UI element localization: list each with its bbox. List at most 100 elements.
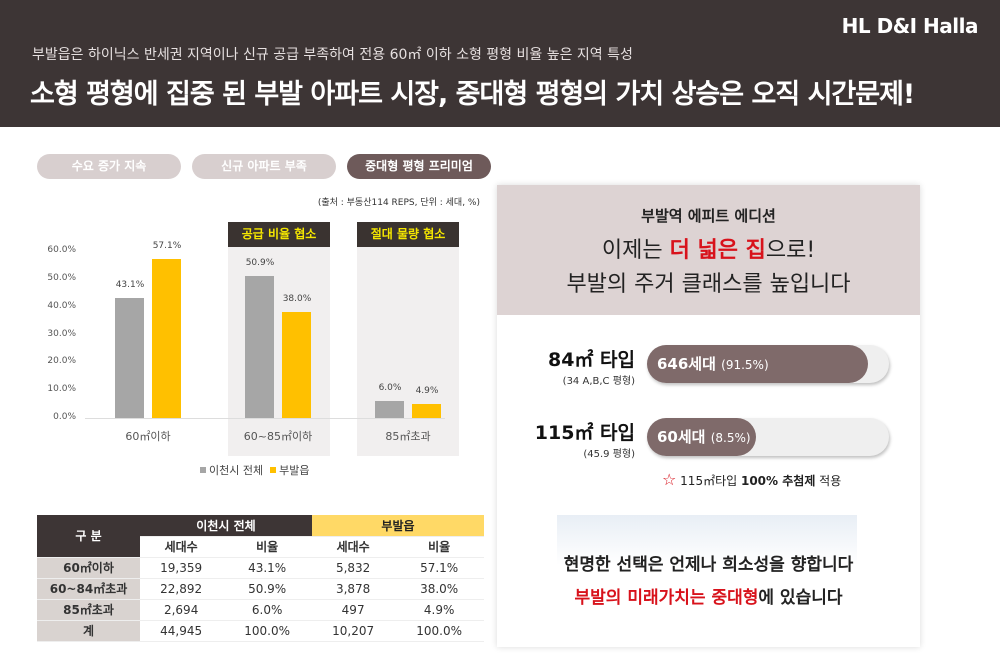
highlight-column bbox=[228, 246, 330, 456]
type-sub: (45.9 평형) bbox=[583, 449, 635, 460]
share-bar-115: 60세대 (8.5%) bbox=[647, 418, 889, 456]
pill-demand: 수요 증가 지속 bbox=[37, 154, 181, 179]
value-label: 38.0% bbox=[282, 294, 312, 305]
table-row: 60㎡이하 19,359 43.1% 5,832 57.1% bbox=[37, 557, 484, 579]
pill-premium: 중대형 평형 프리미엄 bbox=[347, 154, 491, 179]
percent: (8.5%) bbox=[710, 431, 751, 445]
pill-supply: 신규 아파트 부족 bbox=[192, 154, 336, 179]
legend-label: 이천시 전체 bbox=[209, 464, 264, 477]
panel-project-name: 부발역 에피트 에디션 bbox=[641, 207, 776, 225]
y-tick-label: 0.0% bbox=[53, 412, 76, 422]
value-label: 4.9% bbox=[415, 386, 439, 397]
panel-headline-2: 부발의 주거 클래스를 높입니다 bbox=[566, 272, 851, 297]
brand-logo: HL D&I Halla bbox=[841, 14, 979, 38]
table-cell: 43.1% bbox=[222, 557, 312, 579]
annotation-tag: 공급 비율 협소 bbox=[228, 222, 330, 247]
row-label: 계 bbox=[37, 620, 140, 642]
bar-bubal bbox=[282, 312, 311, 418]
x-tick-label: 60~85㎡이하 bbox=[243, 430, 313, 443]
legend-label: 부발읍 bbox=[279, 464, 310, 477]
count: 60세대 bbox=[657, 428, 706, 446]
y-tick-label: 50.0% bbox=[47, 272, 76, 283]
table-row: 60~84㎡초과 22,892 50.9% 3,878 38.0% bbox=[37, 578, 484, 600]
row-label: 60㎡이하 bbox=[37, 557, 140, 579]
type-label-115: 115㎡ 타입 (45.9 평형) bbox=[535, 418, 635, 460]
text: 적용 bbox=[815, 474, 842, 488]
table-cell: 50.9% bbox=[222, 578, 312, 600]
promo-panel: 부발역 에피트 에디션 이제는 더 넓은 집으로! 부발의 주거 클래스를 높입… bbox=[497, 185, 920, 647]
text: 100% 추첨제 bbox=[740, 474, 816, 488]
chart-legend: 이천시 전체 부발읍 bbox=[200, 462, 309, 478]
table-header: 부발읍 bbox=[311, 515, 484, 537]
header-subtitle: 부발읍은 하이닉스 반세권 지역이나 신규 공급 부족하여 전용 60㎡ 이하 … bbox=[32, 47, 633, 63]
header-title: 소형 평형에 집중 된 부발 아파트 시장, 중대형 평형의 가치 상승은 오직… bbox=[30, 72, 916, 111]
table-cell: 497 bbox=[311, 599, 395, 621]
table-cell: 6.0% bbox=[222, 599, 312, 621]
text: 에 있습니다 bbox=[758, 588, 843, 608]
text: 이제는 bbox=[601, 238, 670, 263]
bar-bubal bbox=[152, 259, 181, 418]
x-axis-line bbox=[85, 418, 445, 419]
table-cell: 5,832 bbox=[311, 557, 395, 579]
text: 115㎡타입 bbox=[680, 474, 741, 488]
footer-line-1: 현명한 선택은 언제나 희소성을 향합니다 bbox=[563, 555, 854, 575]
y-tick-label: 40.0% bbox=[47, 300, 76, 311]
table-cell: 22,892 bbox=[140, 578, 223, 600]
annotation-tag: 절대 물량 협소 bbox=[357, 222, 459, 247]
table-subheader: 세대수 bbox=[311, 536, 395, 558]
panel-footer: 현명한 선택은 언제나 희소성을 향합니다 부발의 미래가치는 중대형에 있습니… bbox=[497, 515, 920, 608]
type-name: 115㎡ 타입 bbox=[534, 422, 635, 444]
title-emphasis: 중대형 평형의 가치 상승은 오직 시간문제! bbox=[455, 79, 916, 110]
value-label: 43.1% bbox=[115, 280, 145, 291]
type-name: 84㎡ 타입 bbox=[547, 349, 635, 371]
table-cell: 10,207 bbox=[311, 620, 395, 642]
table-cell: 2,694 bbox=[140, 599, 223, 621]
footer-emphasis: 부발의 미래가치는 중대형 bbox=[574, 588, 759, 608]
panel-headline: 이제는 더 넓은 집으로! bbox=[497, 232, 920, 264]
panel-header: 부발역 에피트 에디션 이제는 더 넓은 집으로! 부발의 주거 클래스를 높입… bbox=[497, 185, 920, 315]
share-bar-fill: 646세대 (91.5%) bbox=[647, 345, 869, 383]
x-tick-label: 85㎡초과 bbox=[385, 430, 431, 443]
value-label: 6.0% bbox=[378, 383, 402, 394]
chart-source-note: (출처 : 부동산114 REPS, 단위 : 세대, %) bbox=[317, 198, 480, 208]
share-bar-84: 646세대 (91.5%) bbox=[647, 345, 889, 383]
y-tick-label: 30.0% bbox=[47, 328, 76, 339]
table-cell: 57.1% bbox=[394, 557, 484, 579]
legend-swatch bbox=[200, 467, 206, 473]
table-cell: 100.0% bbox=[222, 620, 312, 642]
table-subheader: 비율 bbox=[394, 536, 484, 558]
table-header: 구 분 bbox=[37, 515, 140, 558]
bar-city bbox=[375, 401, 404, 418]
header: HL D&I Halla 부발읍은 하이닉스 반세권 지역이나 신규 공급 부족… bbox=[0, 0, 1000, 127]
table-subheader: 세대수 bbox=[140, 536, 223, 558]
bar-city bbox=[245, 276, 274, 418]
table-subheader: 비율 bbox=[222, 536, 312, 558]
bar-bubal bbox=[412, 404, 441, 418]
y-tick-label: 20.0% bbox=[47, 356, 76, 367]
building-image bbox=[557, 515, 857, 565]
row-label: 85㎡초과 bbox=[37, 599, 140, 621]
row-label: 60~84㎡초과 bbox=[37, 578, 140, 600]
title-part: 소형 평형에 집중 된 부발 아파트 시장, bbox=[30, 79, 456, 110]
bar-city bbox=[115, 298, 144, 418]
footer-line-2: 부발의 미래가치는 중대형에 있습니다 bbox=[497, 583, 920, 608]
star-icon: ☆ bbox=[662, 470, 677, 489]
x-tick-label: 60㎡이하 bbox=[125, 430, 171, 443]
highlight-column bbox=[357, 246, 459, 456]
headline-emphasis: 더 넓은 집 bbox=[669, 238, 766, 263]
share-bar-fill: 60세대 (8.5%) bbox=[647, 418, 756, 456]
y-tick-label: 60.0% bbox=[47, 245, 76, 255]
table-cell: 38.0% bbox=[394, 578, 484, 600]
type-label-84: 84㎡ 타입 (34 A,B,C 평형) bbox=[548, 345, 635, 387]
table-cell: 4.9% bbox=[394, 599, 484, 621]
table-row: 85㎡초과 2,694 6.0% 497 4.9% bbox=[37, 599, 484, 621]
table-header: 이천시 전체 bbox=[140, 515, 312, 537]
y-tick-label: 10.0% bbox=[47, 384, 76, 395]
table-row: 계 44,945 100.0% 10,207 100.0% bbox=[37, 620, 484, 642]
table-cell: 100.0% bbox=[394, 620, 484, 642]
count: 646세대 bbox=[657, 355, 716, 373]
percent: (91.5%) bbox=[721, 358, 769, 372]
text: 으로! bbox=[765, 238, 816, 263]
table-cell: 3,878 bbox=[311, 578, 395, 600]
legend-swatch bbox=[270, 467, 277, 473]
